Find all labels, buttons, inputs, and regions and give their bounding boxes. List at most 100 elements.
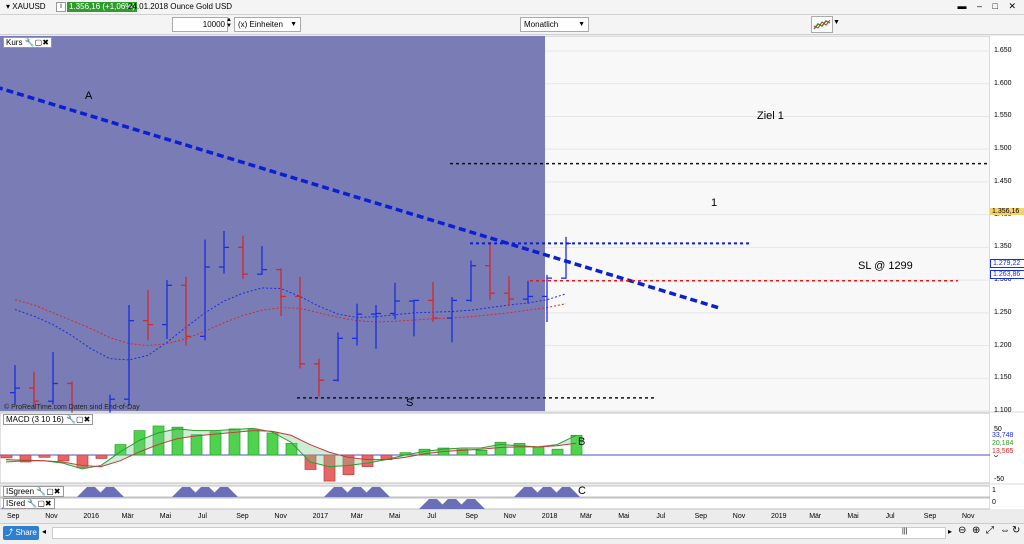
close-icon[interactable]: ✖ <box>83 415 91 424</box>
close-icon[interactable]: ✖ <box>44 499 52 508</box>
macd-histogram-bar <box>19 454 32 463</box>
time-axis-label: Mär <box>121 513 134 520</box>
isgreen-block <box>552 487 580 497</box>
price-axis[interactable] <box>990 36 1024 411</box>
time-axis-label: Nov <box>274 513 287 520</box>
wrench-icon[interactable]: 🔧 <box>66 415 76 424</box>
share-icon: ⤴ <box>5 528 16 537</box>
time-axis-label: Sep <box>236 513 249 520</box>
maximize-icon[interactable]: ▢ <box>76 415 84 424</box>
macd-line <box>5 427 577 470</box>
scrollbar-thumb[interactable]: ||| <box>902 528 908 535</box>
chevron-down-icon: ▼ <box>578 21 585 28</box>
time-axis-label: 2017 <box>312 513 329 520</box>
isgreen-bg <box>0 485 990 498</box>
wrench-icon[interactable]: 🔧 <box>24 38 35 47</box>
time-axis-label: Mai <box>847 513 859 520</box>
close-icon[interactable]: ✖ <box>53 487 61 496</box>
horizontal-scrollbar[interactable] <box>52 527 946 539</box>
time-axis-label: 2016 <box>83 513 99 520</box>
wrench-icon[interactable]: 🔧 <box>36 487 47 496</box>
ma-fast-line <box>14 287 567 361</box>
wrench-icon[interactable]: 🔧 <box>27 499 38 508</box>
maximize-icon[interactable]: ▢ <box>37 499 45 508</box>
scroll-right-icon[interactable]: ▸ <box>948 527 953 536</box>
chevron-down-icon: ▼ <box>290 21 297 28</box>
annotation-stop-loss: SL @ 1299 <box>858 260 913 272</box>
symbol-selector[interactable]: ▾ XAUUSD <box>6 2 46 11</box>
macd-histogram-bar <box>152 425 165 456</box>
time-axis-label: Sep <box>7 513 20 520</box>
isgreen-block <box>96 487 124 497</box>
isgreen-block <box>324 487 352 497</box>
macd-histogram-bar <box>551 448 564 456</box>
maximize-icon[interactable]: ▢ <box>34 38 43 47</box>
zoom-in-icon[interactable]: ⊕ <box>972 525 981 536</box>
isgreen-label-text: ISgreen <box>6 487 35 496</box>
macd-signal-band <box>6 428 576 469</box>
isgreen-block <box>533 487 561 497</box>
macd-histogram-bar <box>323 454 336 482</box>
macd-histogram-bar <box>0 454 13 459</box>
price-tick-label: 1.250 <box>994 308 1012 316</box>
fit-icon[interactable]: ⇔ <box>1000 525 1010 536</box>
time-axis-label: 2018 <box>541 513 558 520</box>
period-select[interactable]: Monatlich ▼ <box>520 17 589 32</box>
quantity-input[interactable]: 10000 <box>172 17 228 32</box>
window-controls[interactable]: ▬ – □ ✕ <box>957 1 1020 11</box>
chart-type-icon[interactable] <box>811 16 833 33</box>
isgreen-block <box>77 487 105 497</box>
macd-pane <box>0 412 990 484</box>
is-axis[interactable] <box>990 485 1024 509</box>
unit-select-label: (x) Einheiten <box>238 20 283 29</box>
time-axis-label: Nov <box>45 513 58 520</box>
share-button[interactable]: ⤴ Share <box>3 526 39 540</box>
unit-select[interactable]: (x) Einheiten ▼ <box>234 17 301 32</box>
instrument-description: 24.01.2018 Ounce Gold USD <box>128 2 233 11</box>
chevron-down-icon[interactable]: ▼ <box>833 19 840 26</box>
macd-histogram-bar <box>475 450 488 456</box>
isgreen-pane <box>0 485 990 498</box>
time-axis-label: Mai <box>618 513 630 520</box>
close-icon[interactable]: ✖ <box>42 38 49 47</box>
isred-value: 0 <box>992 499 996 506</box>
time-axis-label: Nov <box>962 513 975 520</box>
share-label: Share <box>15 528 37 537</box>
zoom-reset-icon[interactable]: ⤢ <box>986 525 994 536</box>
downtrend-line <box>0 86 719 310</box>
isgreen-pane-label[interactable]: ISgreen 🔧▢✖ <box>3 486 64 497</box>
kurs-pane-label[interactable]: Kurs 🔧▢✖ <box>3 37 52 48</box>
macd-signal-line <box>5 430 577 468</box>
isred-pane <box>0 497 990 510</box>
price-tick-label: 1.600 <box>994 79 1012 87</box>
time-axis-label: Nov <box>732 513 746 520</box>
refresh-icon[interactable]: ↻ <box>1012 525 1021 536</box>
macd-tick-label: 0 <box>994 452 998 459</box>
macd-pane-label[interactable]: MACD (3 10 16) 🔧▢✖ <box>3 414 94 425</box>
macd-histogram-bar <box>38 454 51 458</box>
maximize-icon[interactable]: ▢ <box>46 487 54 496</box>
chart-panel[interactable] <box>0 36 990 512</box>
isgreen-block <box>343 487 371 497</box>
info-icon[interactable]: i <box>56 2 66 12</box>
macd-histogram-bar <box>361 454 374 467</box>
price-tick-label: 1.500 <box>994 145 1012 153</box>
zoom-out-icon[interactable]: ⊖ <box>958 525 967 536</box>
price-tick-label: 1.450 <box>994 177 1012 185</box>
time-axis-label: Mär <box>350 513 363 520</box>
last-price-badge: 1.356,16 <box>990 208 1024 215</box>
scroll-left-icon[interactable]: ◂ <box>42 527 47 536</box>
isred-pane-label[interactable]: ISred 🔧▢✖ <box>3 498 55 509</box>
macd-histogram-bar <box>266 432 279 456</box>
macd-histogram-bar <box>95 454 108 459</box>
macd-histogram-bar <box>114 444 127 456</box>
ma-fast-badge: 1.279,22 <box>990 259 1024 268</box>
annotation-s: S <box>406 397 414 409</box>
macd-histogram-bar <box>76 454 89 469</box>
isgreen-value: 1 <box>992 487 996 494</box>
quantity-stepper[interactable]: ▲ ▼ <box>226 17 232 29</box>
time-axis-label: Sep <box>465 513 478 520</box>
annotation-b: B <box>578 436 586 448</box>
period-select-label: Monatlich <box>524 20 559 29</box>
macd-badge: 33,748 <box>990 432 1024 439</box>
